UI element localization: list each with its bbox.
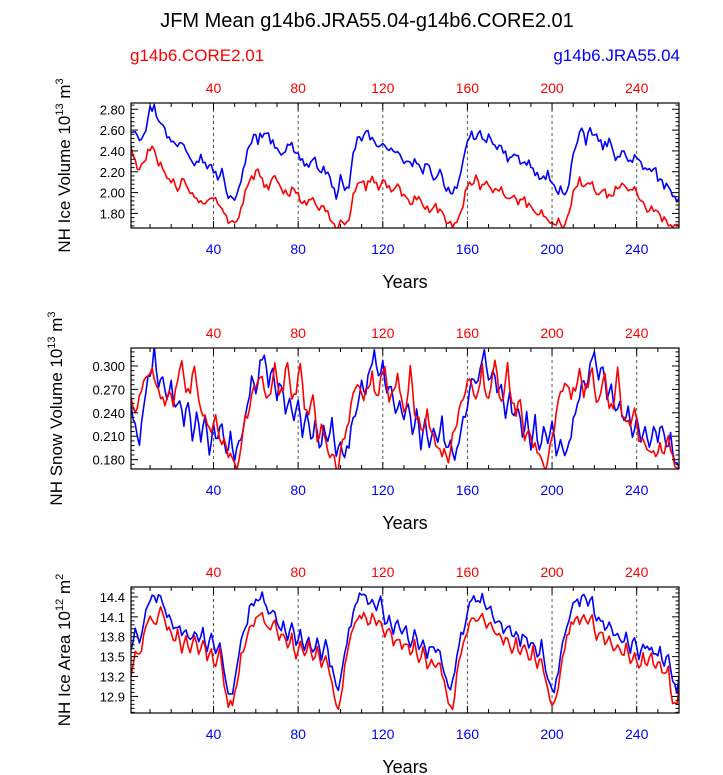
y-tick-label: 1.80 bbox=[100, 206, 125, 221]
legend-jra-label: g14b6.JRA55.04 bbox=[553, 46, 680, 65]
x-tick-label-bottom: 120 bbox=[371, 726, 395, 742]
x-tick-label-top: 160 bbox=[456, 564, 480, 580]
x-tick-label-top: 240 bbox=[625, 325, 649, 341]
x-tick-label-bottom: 240 bbox=[625, 241, 649, 257]
x-tick-label-top: 80 bbox=[290, 564, 306, 580]
x-tick-label-top: 40 bbox=[206, 325, 222, 341]
y-tick-label: 13.8 bbox=[100, 630, 125, 645]
x-tick-label-top: 200 bbox=[540, 80, 564, 96]
y-tick-label: 0.270 bbox=[92, 382, 125, 397]
x-tick-label-bottom: 200 bbox=[540, 726, 564, 742]
x-tick-label-bottom: 200 bbox=[540, 482, 564, 498]
y-axis-label: NH Snow Volume 1013 m3 bbox=[46, 311, 66, 505]
y-tick-label: 0.240 bbox=[92, 406, 125, 421]
y-tick-label: 0.180 bbox=[92, 453, 125, 468]
panel-ice-volume: 40 40 80 80 120 120 160 160 200 200 240 240 1.80 2.00… bbox=[54, 78, 680, 292]
y-tick-label: 2.00 bbox=[100, 186, 125, 201]
y-tick-label: 13.2 bbox=[100, 670, 125, 685]
y-axis-label: NH Ice Area 1012 m2 bbox=[54, 574, 74, 727]
x-tick-label-bottom: 40 bbox=[206, 241, 222, 257]
y-tick-label: 14.4 bbox=[100, 590, 125, 605]
x-tick-label-bottom: 40 bbox=[206, 726, 222, 742]
series-line-jra bbox=[131, 348, 679, 468]
x-tick-label-top: 120 bbox=[371, 564, 395, 580]
x-tick-label-top: 80 bbox=[290, 325, 306, 341]
plot-frame bbox=[130, 102, 680, 229]
x-tick-label-top: 160 bbox=[456, 325, 480, 341]
series-line-core bbox=[131, 606, 679, 711]
x-tick-label-top: 160 bbox=[456, 80, 480, 96]
x-tick-label-top: 80 bbox=[290, 80, 306, 96]
x-tick-label-bottom: 160 bbox=[456, 726, 480, 742]
x-tick-label-top: 40 bbox=[206, 564, 222, 580]
x-axis-label: Years bbox=[382, 272, 427, 292]
x-tick-label-bottom: 240 bbox=[625, 482, 649, 498]
x-tick-label-top: 120 bbox=[371, 325, 395, 341]
chart-title: JFM Mean g14b6.JRA55.04-g14b6.CORE2.01 bbox=[160, 10, 574, 32]
x-tick-label-bottom: 200 bbox=[540, 241, 564, 257]
series-line-jra bbox=[131, 103, 679, 203]
x-tick-label-bottom: 120 bbox=[371, 241, 395, 257]
x-axis-label: Years bbox=[382, 513, 427, 533]
x-tick-label-bottom: 160 bbox=[456, 482, 480, 498]
x-tick-label-top: 200 bbox=[540, 325, 564, 341]
y-axis-label: NH Ice Volume 1013 m3 bbox=[54, 78, 74, 252]
y-tick-label: 2.40 bbox=[100, 144, 125, 159]
x-tick-label-top: 40 bbox=[206, 80, 222, 96]
x-tick-label-top: 240 bbox=[625, 564, 649, 580]
y-tick-label: 2.80 bbox=[100, 102, 125, 117]
plot-frame bbox=[130, 586, 680, 714]
series-line-jra bbox=[131, 591, 679, 695]
x-tick-label-bottom: 80 bbox=[290, 482, 306, 498]
x-tick-label-top: 120 bbox=[371, 80, 395, 96]
y-tick-label: 2.60 bbox=[100, 123, 125, 138]
x-tick-label-bottom: 40 bbox=[206, 482, 222, 498]
x-tick-label-bottom: 80 bbox=[290, 726, 306, 742]
y-tick-label: 0.210 bbox=[92, 429, 125, 444]
y-tick-label: 2.20 bbox=[100, 165, 125, 180]
x-tick-label-bottom: 120 bbox=[371, 482, 395, 498]
x-axis-label: Years bbox=[382, 757, 427, 775]
y-tick-label: 14.1 bbox=[100, 610, 125, 625]
y-tick-label: 0.300 bbox=[92, 359, 125, 374]
y-tick-label: 13.5 bbox=[100, 650, 125, 665]
x-tick-label-bottom: 240 bbox=[625, 726, 649, 742]
x-tick-label-bottom: 80 bbox=[290, 241, 306, 257]
x-tick-label-top: 200 bbox=[540, 564, 564, 580]
legend-core-label: g14b6.CORE2.01 bbox=[130, 46, 264, 65]
x-tick-label-top: 240 bbox=[625, 80, 649, 96]
y-tick-label: 12.9 bbox=[100, 689, 125, 704]
panel-ice-area: 40 40 80 80 120 120 160 160 200 200 240 240 12.9 13.2… bbox=[54, 564, 680, 775]
panel-snow-volume: 40 40 80 80 120 120 160 160 200 200 240 240 0.180 0.2… bbox=[46, 311, 680, 533]
x-tick-label-bottom: 160 bbox=[456, 241, 480, 257]
panels: 40 40 80 80 120 120 160 160 200 200 240 240 1.80 2.00… bbox=[46, 78, 680, 775]
series-line-core bbox=[131, 145, 679, 228]
series-line-core bbox=[131, 359, 679, 469]
